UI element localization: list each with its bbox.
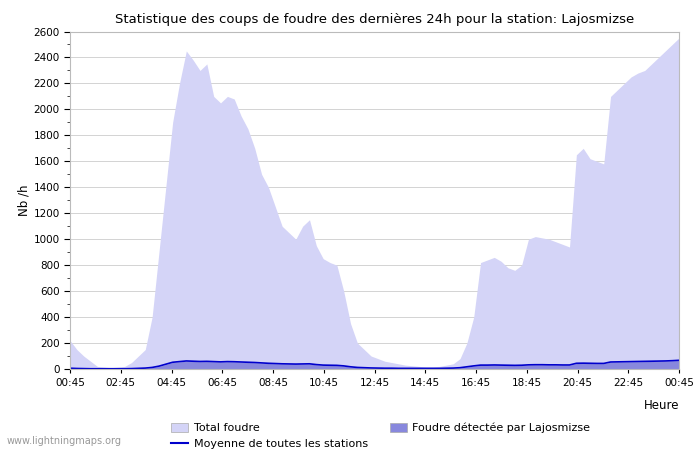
Text: www.lightningmaps.org: www.lightningmaps.org [7,436,122,446]
Y-axis label: Nb /h: Nb /h [18,184,31,216]
Text: Heure: Heure [643,400,679,412]
Title: Statistique des coups de foudre des dernières 24h pour la station: Lajosmizse: Statistique des coups de foudre des dern… [115,13,634,26]
Legend: Total foudre, Moyenne de toutes les stations, Foudre détectée par Lajosmizse: Total foudre, Moyenne de toutes les stat… [167,418,594,450]
